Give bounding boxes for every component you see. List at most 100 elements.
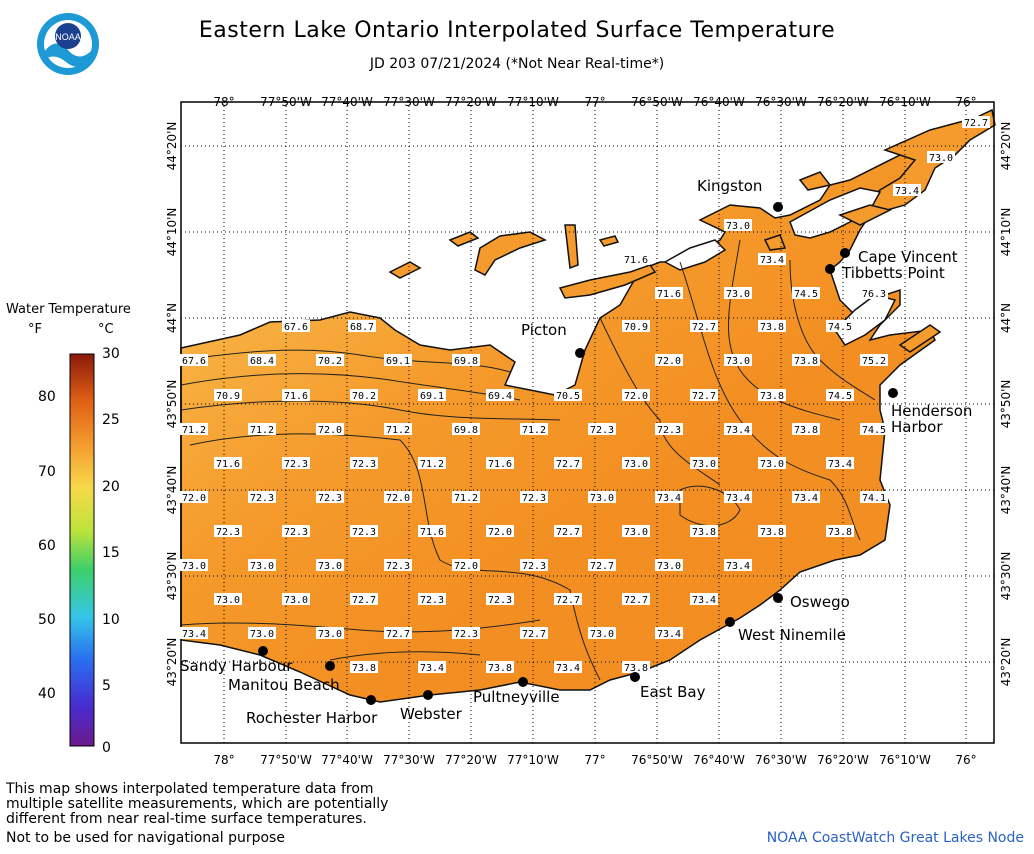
temperature-label: 70.9 xyxy=(214,389,242,402)
svg-text:74.5: 74.5 xyxy=(828,391,852,402)
svg-text:73.8: 73.8 xyxy=(760,391,784,402)
svg-text:71.6: 71.6 xyxy=(420,527,444,538)
bay-fragment xyxy=(388,261,422,279)
temperature-label: 72.0 xyxy=(655,354,683,367)
svg-text:73.0: 73.0 xyxy=(250,629,274,640)
legend-title: Water Temperature xyxy=(6,302,131,317)
svg-text:71.6: 71.6 xyxy=(488,459,512,470)
bay-fragment xyxy=(798,171,832,191)
svg-text:73.4: 73.4 xyxy=(760,255,784,266)
longitude-label-bottom: 76°30'W xyxy=(755,753,807,767)
temperature-label: 73.4 xyxy=(690,593,718,606)
temperature-label: 73.8 xyxy=(350,661,378,674)
temperature-label: 67.6 xyxy=(282,320,310,333)
svg-text:73.0: 73.0 xyxy=(624,527,648,538)
svg-text:72.3: 72.3 xyxy=(420,595,444,606)
svg-text:72.7: 72.7 xyxy=(964,118,988,129)
legend-c-tick: 10 xyxy=(102,612,120,628)
svg-text:72.7: 72.7 xyxy=(624,595,648,606)
temperature-label: 67.6 xyxy=(180,354,208,367)
temperature-label: 73.8 xyxy=(758,320,786,333)
longitude-label-top: 76°30'W xyxy=(755,95,807,109)
city-label: Kingston xyxy=(697,177,762,195)
longitude-label-bottom: 77°20'W xyxy=(445,753,497,767)
latitude-label-left: 43°50'N xyxy=(165,380,179,429)
longitude-label-top: 77°20'W xyxy=(445,95,497,109)
temperature-label: 73.0 xyxy=(282,593,310,606)
temperature-label: 71.6 xyxy=(622,253,650,266)
temperature-label: 73.4 xyxy=(554,661,582,674)
latitude-label-left: 44°20'N xyxy=(165,122,179,171)
map-title: Eastern Lake Ontario Interpolated Surfac… xyxy=(198,18,836,43)
temperature-label: 73.8 xyxy=(622,661,650,674)
svg-text:73.0: 73.0 xyxy=(726,221,750,232)
temperature-label: 73.8 xyxy=(792,423,820,436)
temperature-label: 73.4 xyxy=(758,253,786,266)
longitude-label-bottom: 77° xyxy=(584,753,605,767)
latitude-label-left: 43°40'N xyxy=(165,466,179,515)
svg-text:70.9: 70.9 xyxy=(624,322,648,333)
temperature-label: 73.4 xyxy=(893,184,921,197)
temperature-label: 73.4 xyxy=(180,627,208,640)
legend-c-tick: 0 xyxy=(102,740,111,756)
svg-text:72.0: 72.0 xyxy=(386,493,410,504)
legend-c-tick: 5 xyxy=(102,678,111,694)
city-label: East Bay xyxy=(640,683,706,701)
temperature-label: 74.5 xyxy=(860,423,888,436)
city-marker: Picton xyxy=(521,321,585,358)
svg-text:72.7: 72.7 xyxy=(692,391,716,402)
svg-text:73.8: 73.8 xyxy=(692,527,716,538)
svg-text:72.0: 72.0 xyxy=(182,493,206,504)
temperature-label: 71.2 xyxy=(248,423,276,436)
temperature-label: 74.1 xyxy=(860,491,888,504)
city-label: Picton xyxy=(521,321,567,339)
svg-text:70.9: 70.9 xyxy=(216,391,240,402)
svg-text:71.2: 71.2 xyxy=(522,425,546,436)
temperature-label: 73.0 xyxy=(758,457,786,470)
latitude-label-right: 43°20'N xyxy=(999,638,1013,687)
bay-fragment xyxy=(598,235,620,247)
legend-f-tick: 60 xyxy=(38,538,56,554)
temperature-label: 69.8 xyxy=(452,423,480,436)
svg-text:73.0: 73.0 xyxy=(318,561,342,572)
svg-text:73.4: 73.4 xyxy=(692,595,716,606)
city-label: Sandy Harbour xyxy=(180,657,293,675)
temperature-label: 69.8 xyxy=(452,354,480,367)
svg-text:73.8: 73.8 xyxy=(624,663,648,674)
svg-text:73.4: 73.4 xyxy=(657,493,681,504)
svg-text:73.8: 73.8 xyxy=(488,663,512,674)
svg-text:71.6: 71.6 xyxy=(657,289,681,300)
city-marker: West Ninemile xyxy=(725,617,846,644)
svg-text:73.4: 73.4 xyxy=(420,663,444,674)
svg-text:73.4: 73.4 xyxy=(182,629,206,640)
longitude-label-bottom: 76° xyxy=(955,753,976,767)
axis-labels: 78° 78° 77°50'W 77°50'W 77°40'W 77°40'W 77°30'… xyxy=(165,95,1013,767)
longitude-label-bottom: 76°10'W xyxy=(879,753,931,767)
svg-text:72.3: 72.3 xyxy=(657,425,681,436)
noaa-logo: NOAA xyxy=(37,13,99,75)
latitude-label-left: 43°30'N xyxy=(165,552,179,601)
city-marker: Manitou Beach xyxy=(228,661,340,694)
temperature-label: 73.8 xyxy=(486,661,514,674)
temperature-label: 73.0 xyxy=(622,457,650,470)
longitude-label-top: 76°50'W xyxy=(631,95,683,109)
temperature-label: 71.6 xyxy=(418,525,446,538)
city-label: Cape Vincent xyxy=(858,248,958,266)
map-subtitle: JD 203 07/21/2024 (*Not Near Real-time*) xyxy=(369,56,665,72)
svg-text:72.3: 72.3 xyxy=(284,459,308,470)
svg-text:72.3: 72.3 xyxy=(522,561,546,572)
svg-text:74.5: 74.5 xyxy=(862,425,886,436)
city-marker: Sandy Harbour xyxy=(180,646,293,675)
temperature-label: 71.2 xyxy=(452,491,480,504)
map-frame xyxy=(180,101,995,744)
temperature-label: 73.4 xyxy=(724,423,752,436)
svg-text:72.7: 72.7 xyxy=(692,322,716,333)
longitude-label-top: 78° xyxy=(213,95,234,109)
latitude-label-right: 43°40'N xyxy=(999,466,1013,515)
svg-text:72.3: 72.3 xyxy=(522,493,546,504)
svg-text:74.5: 74.5 xyxy=(828,322,852,333)
temperature-label: 72.3 xyxy=(350,457,378,470)
svg-text:67.6: 67.6 xyxy=(284,322,308,333)
temperature-label: 73.4 xyxy=(792,491,820,504)
svg-text:72.7: 72.7 xyxy=(352,595,376,606)
